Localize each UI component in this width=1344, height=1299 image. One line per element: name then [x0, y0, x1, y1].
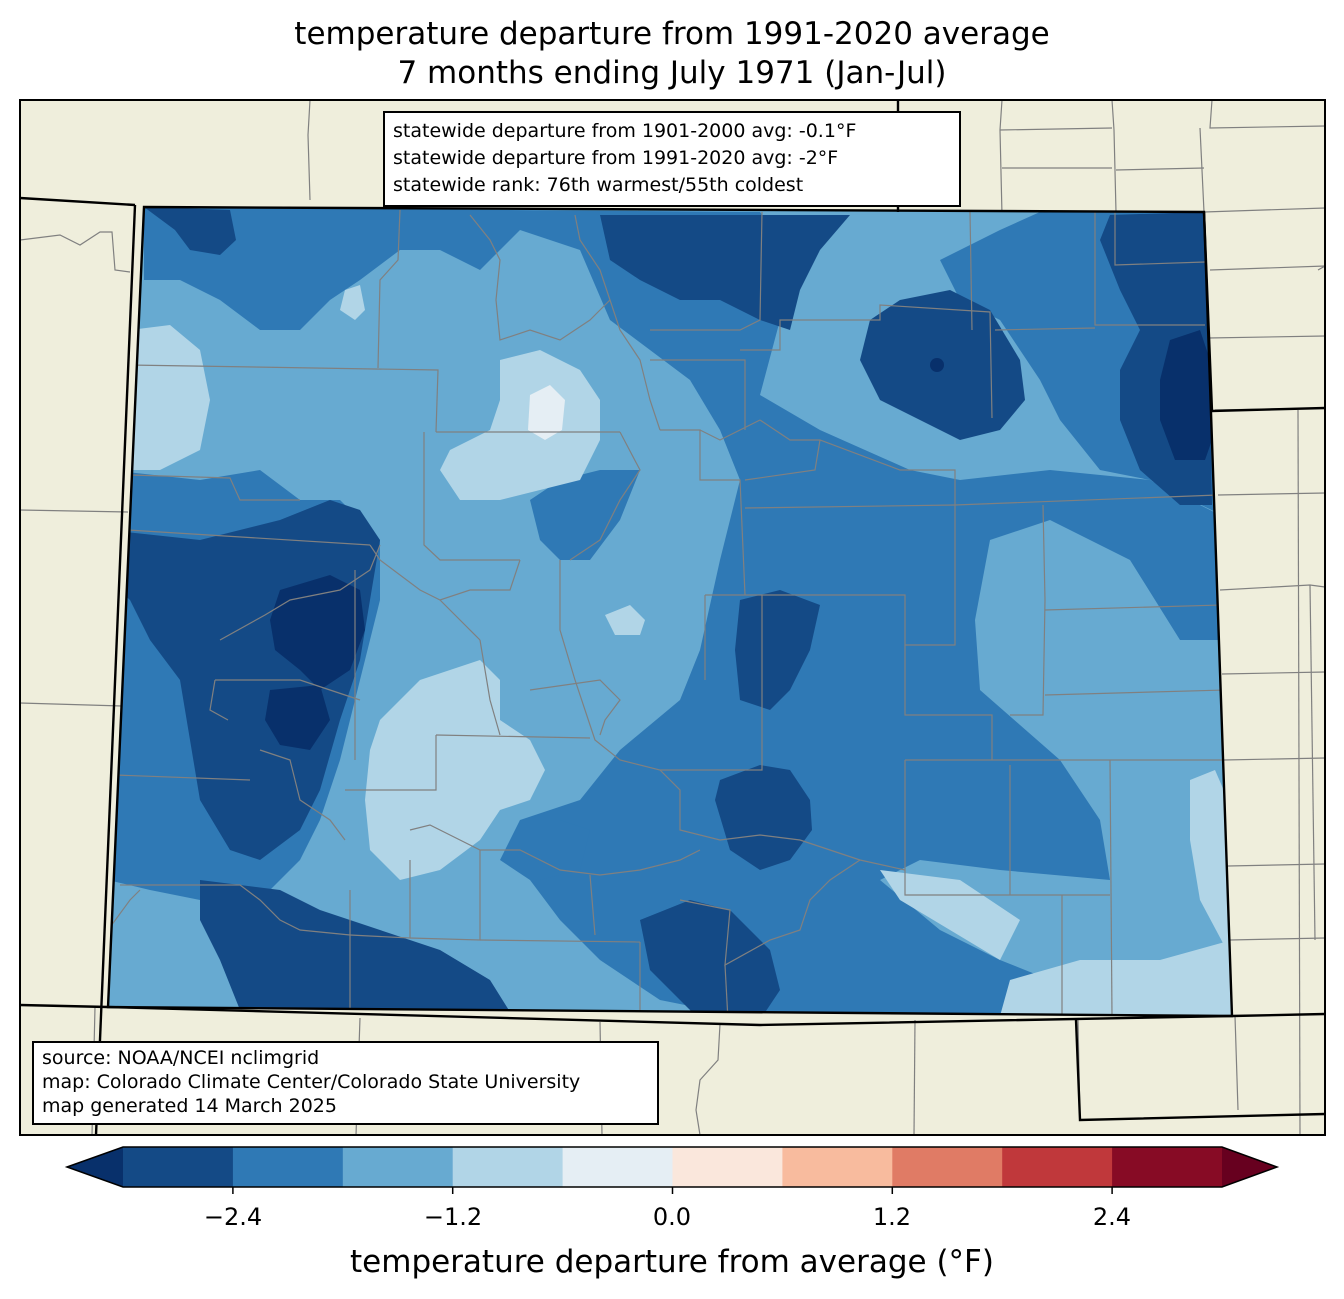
source-line: source: NOAA/NCEI nclimgrid: [42, 1047, 320, 1069]
colorbar-segment: [892, 1147, 1003, 1187]
colorbar-segment: [1002, 1147, 1113, 1187]
colorbar-segment: [232, 1147, 344, 1187]
colorbar-over-arrow: [1222, 1147, 1277, 1187]
colorbar: [64, 1146, 1280, 1194]
colorbar-segment: [452, 1147, 564, 1187]
colorbar-under-arrow: [67, 1147, 123, 1187]
colorbar-segment: [342, 1147, 454, 1187]
colorbar-segment: [562, 1147, 673, 1187]
colorbar-tick-label: −2.4: [203, 1203, 263, 1231]
colorbar-segment: [672, 1147, 783, 1187]
stats-departure-1901-2000: statewide departure from 1901-2000 avg: …: [393, 120, 857, 142]
map-title-line1: temperature departure from 1991-2020 ave…: [294, 16, 1050, 52]
colorado-county-lines: [108, 209, 1226, 1016]
neighbor-county-lines: [20, 100, 1325, 1135]
colorbar-segment: [1112, 1147, 1223, 1187]
source-box: source: NOAA/NCEI nclimgrid map: Colorad…: [32, 1041, 659, 1125]
colorbar-tick-label: −1.2: [423, 1203, 483, 1231]
colorbar-tick-label: 0.0: [652, 1203, 692, 1231]
temperature-contours: [108, 207, 1232, 1016]
colorbar-label: temperature departure from average (°F): [350, 1244, 994, 1280]
map-credit-line: map: Colorado Climate Center/Colorado St…: [42, 1071, 581, 1093]
colorbar-outline: [64, 1146, 1280, 1188]
colorbar-segment: [123, 1147, 234, 1187]
stats-rank: statewide rank: 76th warmest/55th coldes…: [393, 174, 804, 196]
colorbar-tick-label: 1.2: [872, 1203, 912, 1231]
map-title-line2: 7 months ending July 1971 (Jan-Jul): [397, 55, 947, 91]
statewide-stats-box: statewide departure from 1901-2000 avg: …: [383, 111, 961, 207]
generated-date-line: map generated 14 March 2025: [42, 1095, 337, 1117]
colorbar-segment: [782, 1147, 893, 1187]
colorbar-tick-label: 2.4: [1092, 1203, 1132, 1231]
stats-departure-1991-2020: statewide departure from 1991-2020 avg: …: [393, 147, 839, 169]
map-frame: [19, 99, 1326, 1136]
